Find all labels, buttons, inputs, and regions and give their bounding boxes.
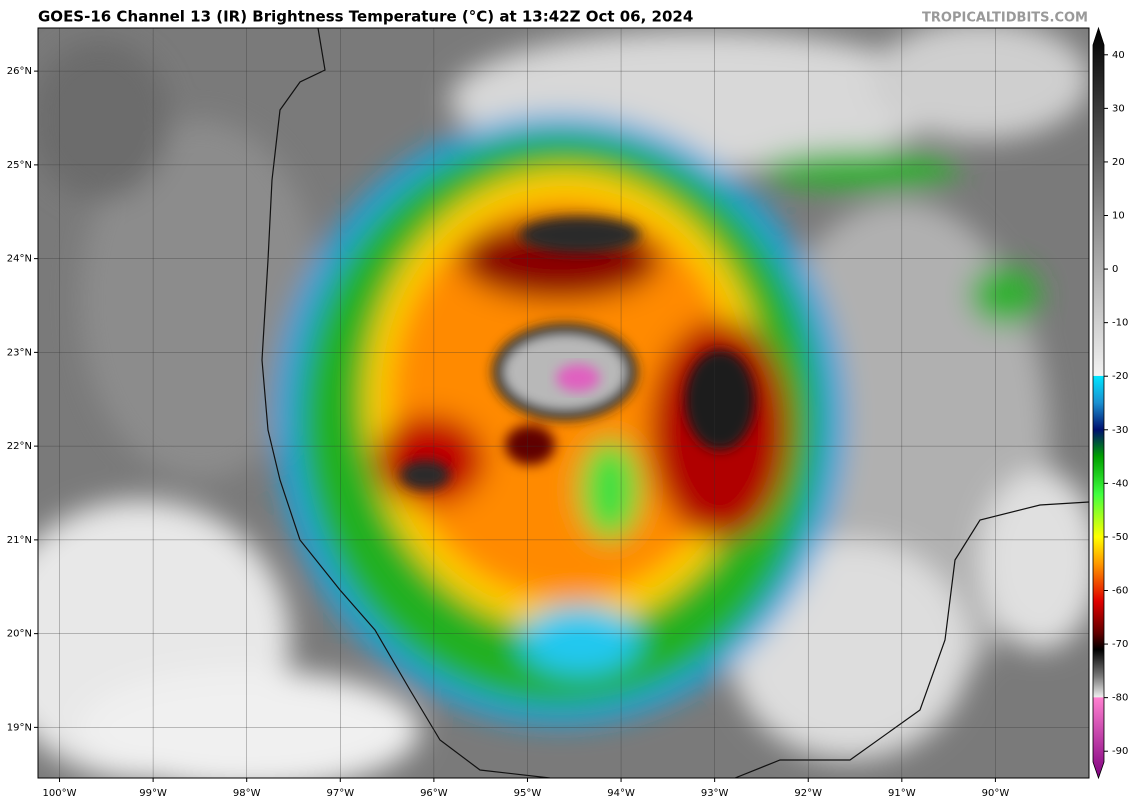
colorbar-label: 20: [1112, 157, 1125, 168]
lon-label: 93°W: [701, 788, 729, 799]
colorbar-label: -40: [1112, 478, 1128, 489]
lon-label: 97°W: [326, 788, 354, 799]
lon-label: 92°W: [794, 788, 822, 799]
lon-label: 95°W: [514, 788, 542, 799]
colorbar-label: 10: [1112, 211, 1125, 222]
lat-label: 19°N: [7, 722, 32, 733]
title: GOES-16 Channel 13 (IR) Brightness Tempe…: [38, 8, 693, 26]
lat-label: 25°N: [7, 160, 32, 171]
lon-label: 90°W: [982, 788, 1010, 799]
satellite-image: [38, 28, 1089, 778]
lon-label: 100°W: [43, 788, 77, 799]
colorbar: [1092, 26, 1105, 780]
lat-label: 26°N: [7, 66, 32, 77]
map-frame: [37, 27, 1090, 779]
lon-label: 96°W: [420, 788, 448, 799]
colorbar-label: 0: [1112, 264, 1118, 275]
colorbar-label: -60: [1112, 586, 1128, 597]
colorbar-label: -80: [1112, 693, 1128, 704]
colorbar-label: -90: [1112, 746, 1128, 757]
credit: TROPICALTIDBITS.COM: [922, 11, 1088, 26]
lon-label: 99°W: [139, 788, 167, 799]
lat-label: 20°N: [7, 629, 32, 640]
colorbar-label: -30: [1112, 425, 1128, 436]
colorbar-label: -20: [1112, 371, 1128, 382]
colorbar-label: -70: [1112, 639, 1128, 650]
colorbar-label: -50: [1112, 532, 1128, 543]
lon-label: 91°W: [888, 788, 916, 799]
lon-label: 98°W: [233, 788, 261, 799]
colorbar-label: 30: [1112, 103, 1125, 114]
colorbar-label: -10: [1112, 318, 1128, 329]
lat-label: 24°N: [7, 254, 32, 265]
lon-label: 94°W: [607, 788, 635, 799]
colorbar-label: 40: [1112, 50, 1125, 61]
lat-label: 22°N: [7, 441, 32, 452]
lat-label: 21°N: [7, 535, 32, 546]
lat-label: 23°N: [7, 347, 32, 358]
